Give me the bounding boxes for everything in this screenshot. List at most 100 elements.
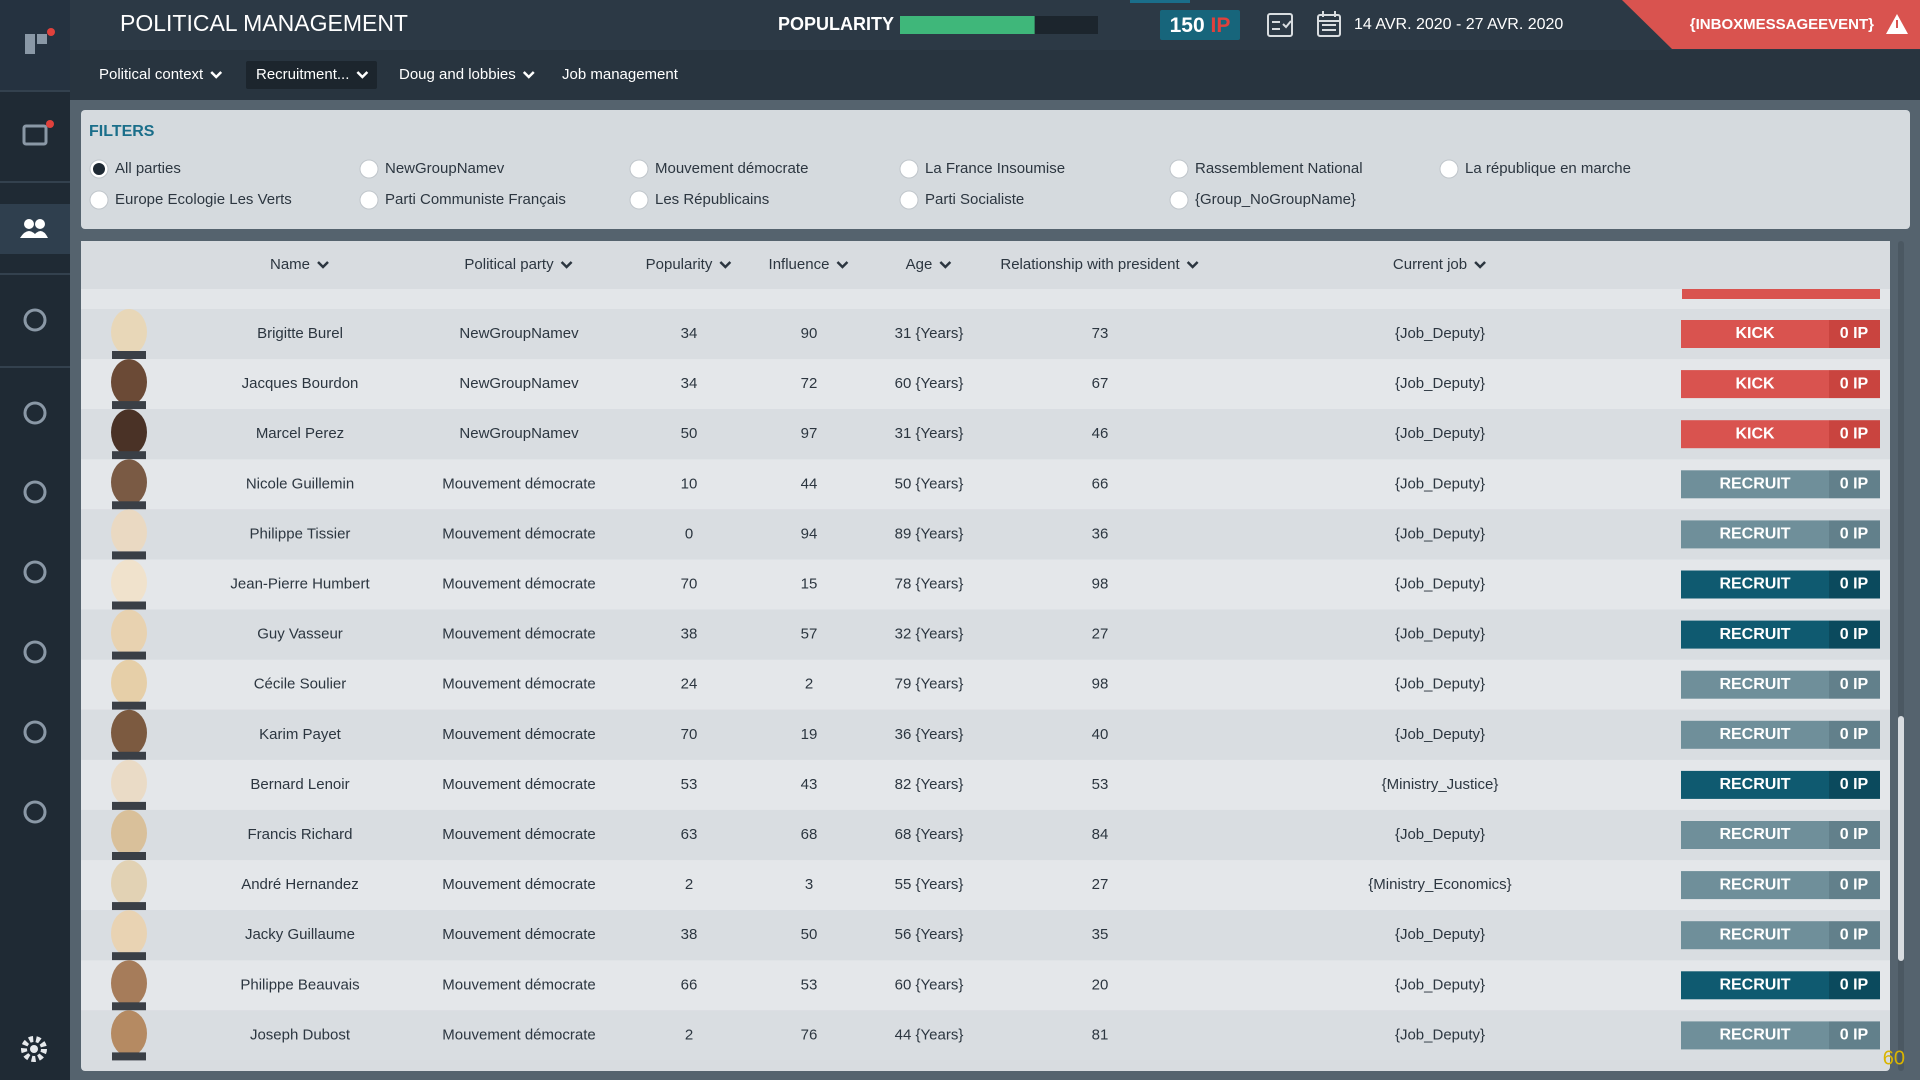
cell-job: {Job_Deputy}: [1395, 325, 1485, 342]
nav-icon[interactable]: [23, 560, 47, 584]
filter-label[interactable]: Rassemblement National: [1195, 160, 1363, 177]
filter-label[interactable]: Parti Communiste Français: [385, 191, 566, 208]
action-button[interactable]: [1681, 720, 1829, 749]
table-row: [81, 910, 1890, 961]
cell-age: 89 {Years}: [895, 525, 964, 542]
nav-icon[interactable]: [23, 640, 47, 664]
action-button[interactable]: [1681, 620, 1829, 649]
nav-icon[interactable]: [22, 124, 48, 146]
cost-box: [1829, 520, 1880, 549]
radio-button[interactable]: [899, 190, 919, 210]
cell-job: {Job_Deputy}: [1395, 475, 1485, 492]
action-button[interactable]: [1681, 871, 1829, 900]
filter-label[interactable]: Les Républicains: [655, 191, 769, 208]
dropdown-arrow: [356, 71, 369, 79]
radio-button[interactable]: [629, 190, 649, 210]
column-header[interactable]: Age: [906, 256, 933, 273]
nav-icon[interactable]: [35, 219, 45, 229]
filter-label[interactable]: Mouvement démocrate: [655, 160, 808, 177]
settings-icon[interactable]: [21, 1036, 47, 1062]
filter-label[interactable]: All parties: [115, 160, 181, 177]
nav-icon[interactable]: [23, 308, 47, 332]
radio-button[interactable]: [359, 159, 379, 179]
tab[interactable]: Doug and lobbies: [399, 66, 516, 83]
filter-label[interactable]: NewGroupNamev: [385, 160, 505, 177]
filter-label[interactable]: La république en marche: [1465, 160, 1631, 177]
column-header[interactable]: Relationship with president: [1000, 256, 1180, 273]
cell-popularity: 38: [681, 926, 698, 943]
tab[interactable]: Job management: [562, 66, 679, 83]
nav-icon[interactable]: [23, 720, 47, 744]
cell-name: Francis Richard: [247, 826, 352, 843]
avatar-head: [111, 309, 147, 355]
radio-button[interactable]: [899, 159, 919, 179]
cell-name: Joseph Dubost: [250, 1026, 351, 1043]
action-button[interactable]: [1681, 670, 1829, 699]
cell-popularity: 63: [681, 826, 698, 843]
filter-label[interactable]: {Group_NoGroupName}: [1195, 191, 1356, 208]
filter-label[interactable]: La France Insoumise: [925, 160, 1065, 177]
avatar-head: [111, 359, 147, 406]
nav-icon[interactable]: [23, 800, 47, 824]
action-button[interactable]: [1681, 370, 1829, 399]
cell-relationship: 98: [1092, 575, 1109, 592]
cell-party: Mouvement démocrate: [442, 926, 595, 943]
action-button[interactable]: [1681, 1021, 1829, 1050]
column-header[interactable]: Current job: [1393, 256, 1467, 273]
cost-box: [1829, 620, 1880, 649]
column-header[interactable]: Influence: [769, 256, 830, 273]
inbox-banner[interactable]: [1622, 0, 1920, 49]
tab[interactable]: Recruitment...: [256, 66, 349, 83]
action-button[interactable]: [1681, 770, 1829, 799]
action-button[interactable]: [1681, 420, 1829, 449]
cell-popularity: 34: [681, 325, 698, 342]
cell-name: Brigitte Burel: [257, 325, 343, 342]
avatar-body: [112, 501, 146, 510]
radio-button[interactable]: [359, 190, 379, 210]
fps-counter: 60: [1883, 1047, 1905, 1069]
action-button[interactable]: [1681, 570, 1829, 599]
action-button[interactable]: [1681, 921, 1829, 950]
radio-button[interactable]: [629, 159, 649, 179]
action-button[interactable]: [1681, 821, 1829, 849]
action-cost: 0 IP: [1840, 676, 1869, 693]
column-header[interactable]: Political party: [464, 256, 554, 273]
date-range: 14 AVR. 2020 - 27 AVR. 2020: [1354, 16, 1563, 33]
cell-name: Bernard Lenoir: [250, 776, 349, 793]
radio-button[interactable]: [1169, 159, 1189, 179]
cell-job: {Ministry_Economics}: [1368, 876, 1511, 893]
cell-age: 55 {Years}: [895, 876, 964, 893]
nav-icon[interactable]: [23, 401, 47, 425]
cell-party: Mouvement démocrate: [442, 525, 595, 542]
action-button[interactable]: [1681, 971, 1829, 1000]
table-row: [81, 659, 1890, 710]
tab[interactable]: Political context: [99, 66, 204, 83]
avatar-body: [112, 801, 146, 810]
nav-icon[interactable]: [23, 480, 47, 504]
column-header[interactable]: Popularity: [646, 256, 713, 273]
scrollbar-thumb[interactable]: [1898, 716, 1904, 961]
column-header[interactable]: Name: [270, 256, 310, 273]
avatar-head: [111, 910, 147, 957]
nav-icon[interactable]: [24, 219, 34, 229]
action-button[interactable]: [1681, 520, 1829, 549]
avatar-body: [112, 401, 146, 410]
radio-button[interactable]: [1169, 190, 1189, 210]
nav-icon[interactable]: [20, 231, 48, 238]
calendar-icon-mark: [1318, 11, 1340, 31]
cell-age: 60 {Years}: [895, 976, 964, 993]
radio-button[interactable]: [1439, 159, 1459, 179]
cell-age: 56 {Years}: [895, 926, 964, 943]
avatar-body: [112, 551, 146, 560]
sidebar: [0, 0, 70, 1080]
action-button[interactable]: [1681, 320, 1829, 348]
action-button[interactable]: [1681, 470, 1829, 499]
avatar-head: [111, 509, 147, 556]
cost-box: [1829, 420, 1880, 449]
filter-label[interactable]: Parti Socialiste: [925, 191, 1024, 208]
calendar-icon[interactable]: [1317, 14, 1341, 37]
radio-button[interactable]: [89, 190, 109, 210]
filter-label[interactable]: Europe Ecologie Les Verts: [115, 191, 292, 208]
tasks-icon[interactable]: [1267, 13, 1293, 37]
